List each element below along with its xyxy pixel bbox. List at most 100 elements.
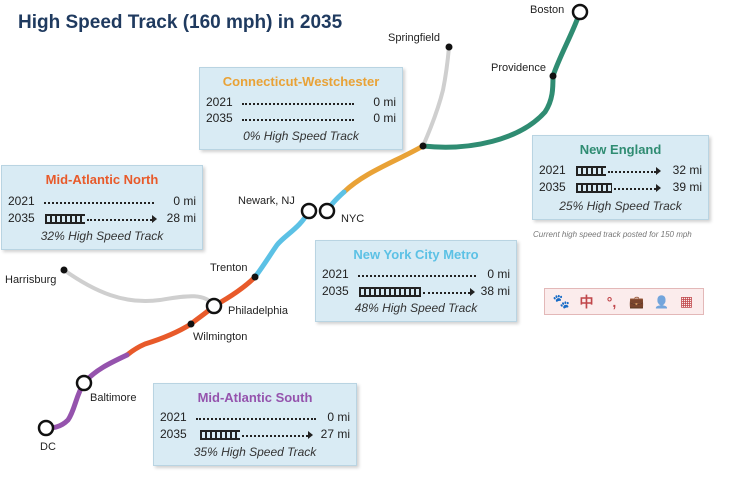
newark-station-marker [300,202,318,220]
nyc-label: NYC [341,213,365,225]
philadelphia-station-marker [205,297,223,315]
high-speed-bar [359,287,421,297]
row-2035: 2035 39 mi [533,180,708,196]
new-york-city-metro-line [252,208,312,280]
wilmington-label: Wilmington [193,331,248,343]
dc-label: DC [40,441,56,453]
arrow-icon [656,167,661,175]
year-label: 2035 [160,427,187,441]
row-2035: 2035 28 mi [2,211,202,227]
input-toolbar: 🐾 中 °, 💼 👤 ▦ [544,288,704,315]
high-speed-bar [45,214,85,224]
baltimore-label: Baltimore [90,392,137,404]
dotted-track [358,275,476,277]
paw-icon[interactable]: 🐾 [552,293,571,309]
arrow-icon [656,184,661,192]
mileage-value: 27 mi [320,427,350,441]
mileage-value: 0 mi [373,111,396,125]
nyc-station-marker [318,202,336,220]
springfield-station-marker [445,43,453,51]
mid-atlantic-south-line [43,352,130,431]
connecticut-westchester-card: Connecticut-Westchester 2021 0 mi 2035 0… [199,67,403,150]
new-england-line [420,9,583,150]
dotted-track [196,418,316,420]
card-title: New England [579,142,662,157]
mileage-value: 0 mi [373,95,396,109]
wilmington-station-marker [187,320,195,328]
high-speed-bar [200,430,240,440]
card-footer: 48% High Speed Track [354,301,478,315]
card-footer: 32% High Speed Track [40,229,164,243]
row-2021: 2021 32 mi [533,163,708,179]
dc-station-marker [37,419,55,437]
card-title: Mid-Atlantic North [45,172,159,187]
harrisburg-label: Harrisburg [5,274,57,286]
springfield-spur [421,45,451,148]
springfield-label: Springfield [388,32,440,44]
boston-label: Boston [530,4,565,16]
row-2035: 2035 38 mi [316,284,516,300]
grid-icon[interactable]: ▦ [679,293,694,309]
card-footer: 0% High Speed Track [243,129,359,143]
baltimore-station-marker [75,374,93,392]
dotted-track [242,435,308,437]
card-footer: 25% High Speed Track [559,199,682,213]
arrow-icon [308,431,313,439]
mileage-value: 32 mi [672,163,702,177]
dotted-track [44,202,154,204]
high-speed-bar [576,166,606,176]
mileage-value: 0 mi [173,194,196,208]
harrisburg-station-marker [60,266,68,274]
arrow-icon [470,288,475,296]
new-england-card: New England 2021 32 mi 2035 39 mi 25% Hi… [532,135,709,220]
year-label: 2021 [8,194,35,208]
year-label: 2021 [539,163,566,177]
chinese-char-icon[interactable]: 中 [579,293,594,310]
providence-station-marker [549,72,557,80]
newark-label: Newark, NJ [238,195,295,207]
card-title: Connecticut-Westchester [222,74,380,89]
dotted-track [242,103,354,105]
mileage-value: 38 mi [480,284,510,298]
row-2021: 2021 0 mi [316,267,516,283]
mileage-value: 0 mi [487,267,510,281]
card-footer: 35% High Speed Track [193,445,317,459]
dotted-track [87,219,152,221]
arrow-icon [152,215,157,223]
new-york-city-metro-card: New York City Metro 2021 0 mi 2035 38 mi… [315,240,517,322]
mileage-value: 28 mi [166,211,196,225]
row-2021: 2021 0 mi [2,194,202,210]
card-title: New York City Metro [353,247,479,262]
providence-label: Providence [491,62,547,74]
mid-atlantic-south-card: Mid-Atlantic South 2021 0 mi 2035 27 mi … [153,383,357,466]
footnote: Current high speed track posted for 150 … [533,230,692,239]
year-label: 2021 [160,410,187,424]
year-label: 2035 [539,180,566,194]
punctuation-icon[interactable]: °, [606,293,617,310]
year-label: 2035 [322,284,349,298]
row-2021: 2021 0 mi [200,95,402,111]
connecticut-westchester-line [341,143,426,195]
person-icon[interactable]: 👤 [654,294,669,309]
year-label: 2021 [322,267,349,281]
year-label: 2021 [206,95,233,109]
row-2035: 2035 0 mi [200,111,402,127]
mid-atlantic-north-card: Mid-Atlantic North 2021 0 mi 2035 28 mi … [1,165,203,250]
year-label: 2035 [8,211,35,225]
map-title: High Speed Track (160 mph) in 2035 [18,12,343,33]
dotted-track [614,188,656,190]
junction-marker [419,142,427,150]
dotted-track [242,119,354,121]
harrisburg-spur [62,268,216,308]
mileage-value: 0 mi [327,410,350,424]
dotted-track [423,292,470,294]
row-2021: 2021 0 mi [154,410,356,426]
card-title: Mid-Atlantic South [197,390,313,405]
trenton-station-marker [251,273,259,281]
briefcase-icon[interactable]: 💼 [629,294,644,309]
trenton-label: Trenton [210,262,248,274]
year-label: 2035 [206,111,233,125]
row-2035: 2035 27 mi [154,427,356,443]
philadelphia-label: Philadelphia [228,305,288,317]
